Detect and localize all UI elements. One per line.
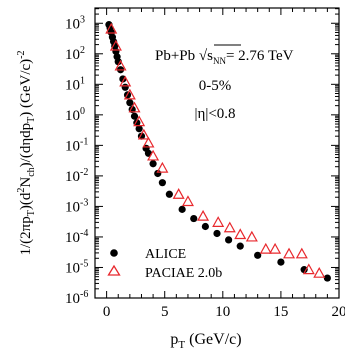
- alice-point: [149, 160, 157, 168]
- y-axis-label-part4: )/(dηdp: [18, 123, 34, 168]
- y-tick-label: 103: [65, 14, 85, 32]
- alice-point: [114, 58, 122, 66]
- y-axis-label-sup-m2: -2: [16, 50, 27, 58]
- alice-point: [178, 205, 186, 213]
- paciae-point: [142, 136, 155, 148]
- alice-point: [165, 190, 173, 198]
- alice-point: [135, 125, 143, 133]
- y-axis-label-part5: ) (GeV/c): [18, 59, 34, 117]
- x-tick-label: 5: [161, 304, 169, 320]
- alice-point: [213, 229, 221, 238]
- alice-point: [323, 274, 331, 282]
- alice-point: [121, 83, 129, 91]
- y-tick-label: 101: [65, 75, 85, 93]
- x-axis-label-sub: T: [178, 339, 185, 351]
- paciae-point: [245, 230, 258, 242]
- y-axis-label-sub-t2: T: [26, 117, 37, 123]
- y-ticks: 10-6 10-5 10-4 10-3 10-2 10-1 100 101 102 103: [65, 8, 339, 307]
- y-axis-label-part1: 1/(2πp: [18, 216, 34, 255]
- y-tick-label: 102: [65, 45, 85, 63]
- paciae-point: [181, 195, 194, 207]
- paciae-point: [234, 228, 247, 240]
- alice-point: [277, 258, 285, 266]
- y-tick-label: 10-1: [65, 136, 88, 154]
- paciae-point: [259, 242, 272, 254]
- alice-point: [225, 236, 233, 244]
- paciae-point: [212, 216, 225, 227]
- legend: ALICE PACIAE 2.0b: [107, 247, 222, 281]
- y-tick-label: 100: [65, 106, 85, 124]
- annotation-centrality: 0-5%: [199, 78, 232, 94]
- paciae-point: [197, 209, 210, 221]
- x-tick-label: 15: [273, 304, 288, 320]
- x-tick-label: 10: [215, 304, 230, 320]
- y-tick-label: 10-2: [65, 167, 88, 185]
- paciae-point: [109, 39, 122, 51]
- y-axis-label-sub-ch: ch: [26, 167, 37, 176]
- y-axis-label-part3: N: [18, 177, 34, 188]
- y-axis-label: 1/(2πpT)(d2Nch)/(dηdpT) (GeV/c)-2: [16, 50, 37, 255]
- legend-marker-alice: [110, 249, 118, 257]
- y-tick-label: 10-5: [65, 258, 88, 276]
- annotation-eta: |η|<0.8: [194, 106, 235, 122]
- y-tick-label: 10-3: [65, 197, 88, 215]
- alice-point: [190, 214, 198, 223]
- alice-point: [130, 112, 139, 120]
- paciae-point: [105, 22, 118, 34]
- series-paciae: [105, 22, 326, 278]
- x-ticks: 0 5 10 15 20: [103, 8, 345, 320]
- alice-point: [126, 99, 134, 107]
- x-axis-label: pT (GeV/c): [170, 331, 241, 351]
- annotation-system-text: Pb+Pb √s: [155, 48, 213, 64]
- alice-point: [111, 42, 119, 50]
- alice-point: [300, 266, 308, 274]
- legend-marker-paciae: [107, 264, 121, 276]
- paciae-point: [114, 59, 127, 71]
- paciae-point: [302, 263, 315, 275]
- annotation-energy: = 2.76 TeV: [226, 48, 294, 64]
- y-tick-label: 10-4: [65, 228, 88, 246]
- annotation-system-sub: NN: [213, 56, 226, 66]
- alice-point: [236, 242, 244, 250]
- y-tick-label: 10-6: [65, 289, 88, 307]
- paciae-point: [119, 75, 132, 87]
- plot-frame: [94, 7, 340, 299]
- paciae-point: [156, 161, 169, 173]
- paciae-point: [295, 247, 308, 259]
- alice-point: [158, 179, 166, 187]
- paciae-point: [313, 266, 326, 278]
- paciae-point: [172, 188, 185, 199]
- x-tick-label: 0: [103, 304, 111, 320]
- paciae-point: [137, 128, 150, 140]
- y-axis-label-part2: )(d: [18, 192, 34, 210]
- x-axis-label-main: p: [170, 331, 178, 348]
- x-axis-label-unit: (GeV/c): [185, 331, 241, 348]
- paciae-point: [128, 101, 141, 113]
- paciae-point: [269, 242, 282, 254]
- paciae-point: [223, 221, 236, 233]
- alice-point: [201, 222, 209, 231]
- legend-label-paciae: PACIAE 2.0b: [145, 266, 222, 281]
- paciae-point: [147, 149, 160, 161]
- x-tick-label: 20: [332, 304, 345, 320]
- alice-point: [254, 251, 262, 259]
- annotation-system: Pb+Pb √sNN= 2.76 TeV: [155, 48, 294, 66]
- paciae-point: [283, 247, 296, 259]
- paciae-point: [133, 115, 146, 127]
- paciae-point: [123, 88, 136, 100]
- legend-label-alice: ALICE: [145, 247, 186, 262]
- y-axis-label-sub-t1: T: [26, 210, 37, 216]
- y-axis-label-sup-2: 2: [16, 188, 27, 193]
